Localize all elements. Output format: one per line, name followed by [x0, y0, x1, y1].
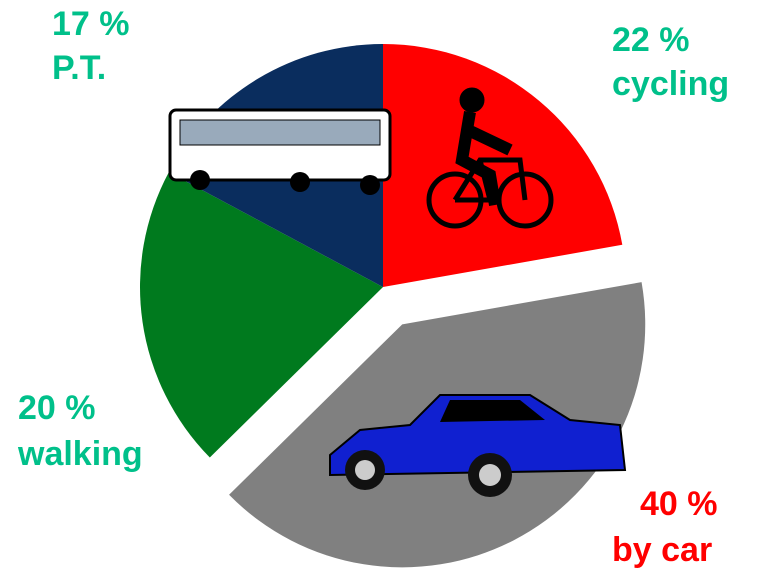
value-label: 17 % — [52, 5, 130, 43]
category-label: cycling — [612, 65, 729, 103]
page: 22 % cycling 40 % by car 20 % walking 17 % P.T.… — [0, 0, 779, 588]
chart: 22 % cycling 40 % by car 20 % walking 17 % P.T. — [0, 0, 779, 588]
category-label: walking — [17, 435, 143, 473]
pie-slice — [383, 44, 622, 287]
category-label: by car — [612, 531, 712, 569]
value-label: 20 % — [18, 389, 96, 427]
category-label: P.T. — [52, 49, 106, 87]
value-label: 40 % — [640, 485, 718, 523]
value-label: 22 % — [612, 21, 690, 59]
